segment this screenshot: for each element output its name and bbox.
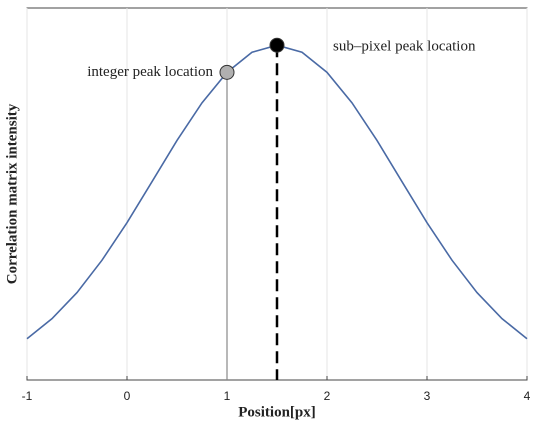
peak-marker — [219, 64, 235, 80]
peak-marker — [269, 37, 285, 53]
annotation: sub–pixel peak location — [333, 39, 476, 55]
x-axis-label: Position[px] — [238, 404, 316, 420]
x-tick-label: -1 — [22, 389, 33, 403]
y-axis-label: Correlation matrix intensity — [4, 103, 20, 284]
x-tick-label: 0 — [124, 389, 131, 403]
annotation: integer peak location — [87, 64, 213, 80]
x-tick-label: 3 — [424, 389, 431, 403]
x-tick-label: 2 — [324, 389, 331, 403]
x-tick-label: 4 — [524, 389, 531, 403]
x-tick-label: 1 — [224, 389, 231, 403]
